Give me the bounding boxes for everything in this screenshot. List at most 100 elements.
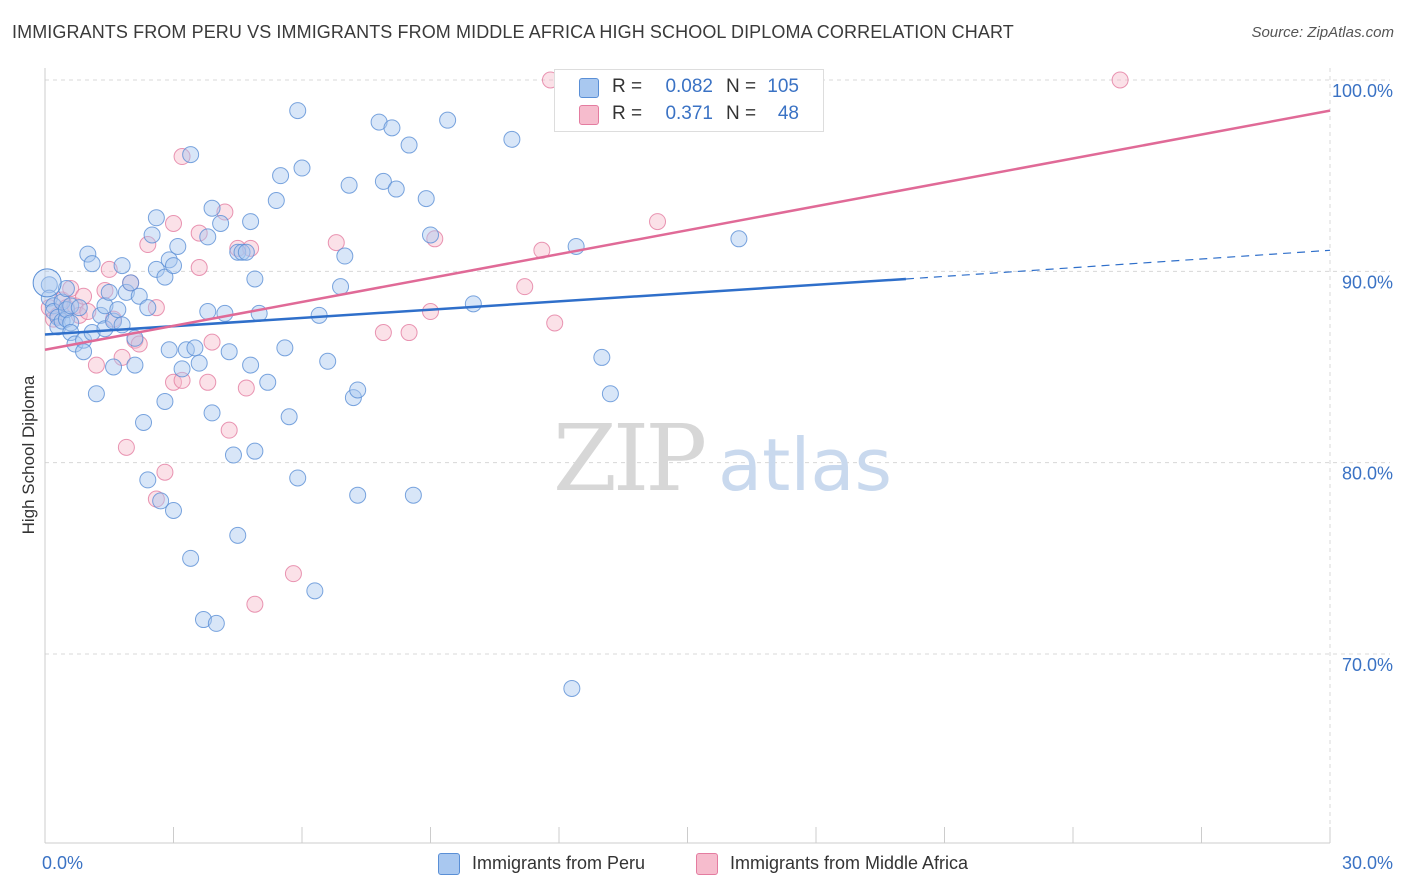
data-point-africa <box>374 324 392 342</box>
trend-line-peru-extension <box>905 249 1331 280</box>
data-point-africa <box>139 236 157 254</box>
data-point-peru <box>280 408 298 426</box>
data-point-peru <box>186 339 204 357</box>
data-point-africa <box>100 260 118 278</box>
data-point-peru <box>130 287 148 305</box>
data-point-peru <box>152 492 170 510</box>
data-point-peru <box>87 385 105 403</box>
data-point-peru <box>169 237 187 255</box>
data-point-peru <box>233 243 251 261</box>
data-point-peru <box>276 339 294 357</box>
data-point-peru <box>220 343 238 361</box>
data-point-africa <box>203 333 221 351</box>
data-point-peru <box>79 245 97 263</box>
data-point-peru <box>177 341 195 359</box>
data-point-peru <box>83 255 101 273</box>
data-point-peru <box>242 213 260 231</box>
data-point-peru <box>113 257 131 275</box>
data-point-peru <box>319 352 337 370</box>
data-point-africa <box>216 203 234 221</box>
data-point-peru <box>57 280 75 298</box>
data-point-africa <box>237 379 255 397</box>
legend-swatch-peru <box>579 78 599 98</box>
data-point-peru <box>464 295 482 313</box>
data-point-peru <box>207 614 225 632</box>
data-point-peru <box>70 299 88 317</box>
legend-r-value-africa: 0.371 <box>665 103 713 124</box>
grid-lines <box>45 68 1390 843</box>
data-point-peru <box>246 442 264 460</box>
data-point-peru <box>332 278 350 296</box>
data-point-africa <box>516 278 534 296</box>
data-point-peru <box>75 343 93 361</box>
data-point-peru <box>96 297 114 315</box>
data-point-peru <box>383 119 401 137</box>
bottom-legend-swatch-peru <box>438 853 460 875</box>
data-point-peru <box>563 679 581 697</box>
series-peru-points <box>32 102 748 697</box>
data-point-peru <box>203 404 221 422</box>
data-point-peru <box>126 356 144 374</box>
legend-n-label: N = <box>726 103 757 124</box>
data-point-africa <box>62 280 80 298</box>
stats-legend: R = 0.082 N = 105 R = 0.371 N = 48 <box>554 69 824 132</box>
watermark: ZIP atlas <box>553 405 892 512</box>
series-africa-points <box>40 71 1129 613</box>
data-point-peru <box>224 446 242 464</box>
legend-r-value-peru: 0.082 <box>665 76 713 97</box>
data-point-peru <box>109 301 127 319</box>
data-point-peru <box>730 230 748 248</box>
data-point-peru <box>242 356 260 374</box>
data-point-peru <box>139 299 157 317</box>
data-point-africa <box>649 213 667 231</box>
data-point-africa <box>96 281 114 299</box>
x-tick-label: 30.0% <box>1342 853 1393 873</box>
data-point-peru <box>212 215 230 232</box>
bottom-legend-label-africa: Immigrants from Middle Africa <box>730 853 969 873</box>
data-point-peru <box>165 502 182 519</box>
data-point-peru <box>289 469 307 487</box>
data-point-peru <box>237 243 255 261</box>
data-point-peru <box>199 228 217 246</box>
data-point-peru <box>203 199 221 217</box>
legend-n-label: N = <box>726 76 757 97</box>
data-point-peru <box>173 360 191 378</box>
data-point-peru <box>122 274 140 292</box>
data-point-peru <box>156 268 174 286</box>
trend-line-africa <box>44 109 1331 352</box>
data-point-africa <box>199 373 217 391</box>
data-point-africa <box>284 565 302 583</box>
data-point-peru <box>229 243 247 261</box>
data-point-africa <box>400 324 418 342</box>
data-point-peru <box>117 283 135 301</box>
data-point-peru <box>289 102 307 120</box>
data-point-peru <box>293 159 311 177</box>
data-point-peru <box>246 270 264 288</box>
data-point-peru <box>40 289 58 307</box>
legend-r-label: R = <box>612 103 643 124</box>
data-point-peru <box>400 136 418 154</box>
legend-r-label: R = <box>612 76 643 97</box>
y-axis-label: High School Diploma <box>19 375 38 535</box>
data-point-peru <box>135 413 153 431</box>
data-point-peru <box>53 312 71 330</box>
data-point-peru <box>349 381 367 399</box>
data-point-africa <box>113 348 131 366</box>
data-point-peru <box>182 549 200 567</box>
data-point-peru <box>593 348 611 366</box>
data-point-africa <box>422 303 439 321</box>
data-point-africa <box>79 303 97 321</box>
data-point-peru <box>62 297 80 315</box>
data-point-africa <box>190 259 208 277</box>
data-point-africa <box>246 595 264 613</box>
data-point-peru <box>259 373 277 391</box>
bottom-legend-swatch-africa <box>696 853 718 875</box>
data-point-africa <box>190 224 208 242</box>
chart-title: IMMIGRANTS FROM PERU VS IMMIGRANTS FROM … <box>12 22 1014 42</box>
data-point-africa <box>87 356 105 374</box>
data-point-africa <box>156 463 174 481</box>
legend-swatch-africa <box>579 105 599 125</box>
data-point-africa <box>165 373 182 391</box>
data-point-peru <box>45 297 63 315</box>
